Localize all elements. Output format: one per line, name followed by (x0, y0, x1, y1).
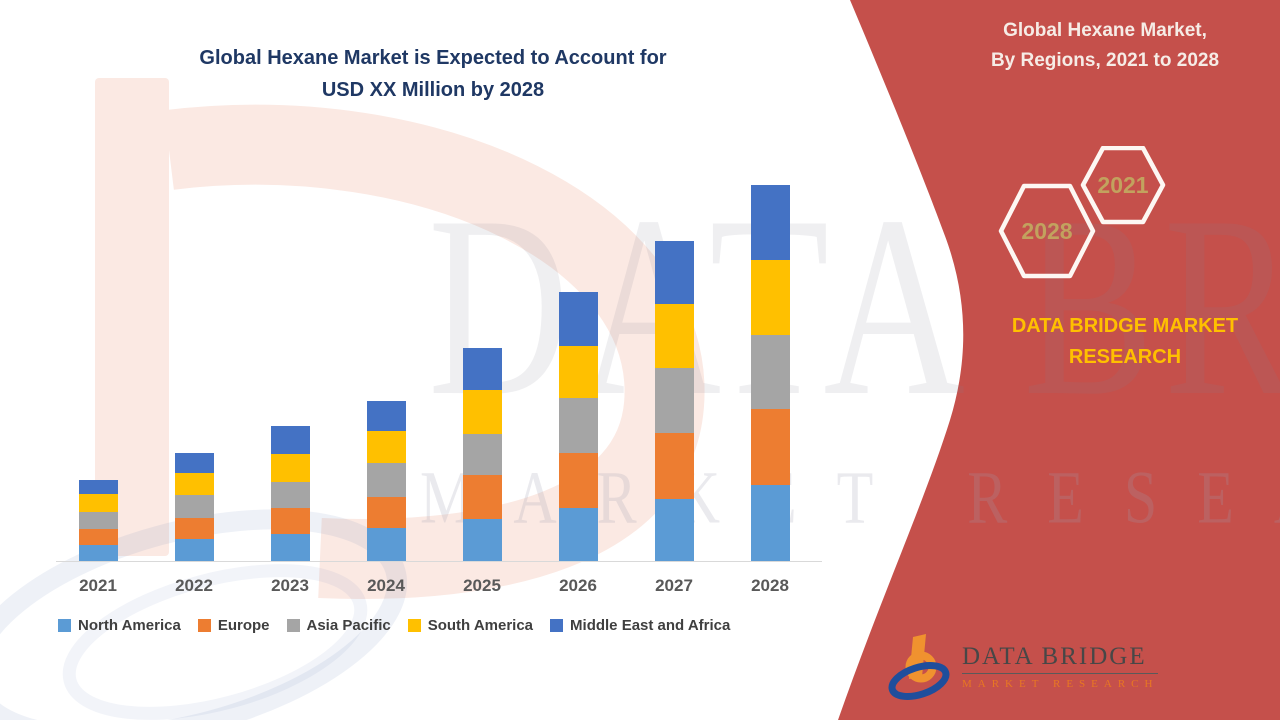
brand-text-line2: RESEARCH (1068, 346, 1182, 368)
stacked-bar-2028 (750, 185, 790, 561)
stacked-bar-2027 (654, 241, 694, 561)
stacked-bar-2021 (78, 480, 118, 561)
logo-subtitle: MARKET RESEARCH (962, 678, 1159, 690)
bar-segment-south-america (174, 473, 214, 495)
x-axis-label-2024: 2024 (367, 576, 405, 595)
logo-text: DATA BRIDGE MARKET RESEARCH (962, 643, 1159, 690)
bar-segment-middle-east-and-africa (558, 292, 598, 346)
bar-segment-europe (750, 409, 790, 485)
watermark-swoosh-outer (0, 509, 408, 720)
hexagon-2028-shape (998, 183, 1096, 279)
bar-segment-north-america (78, 545, 118, 561)
bar-segment-south-america (462, 390, 502, 434)
x-axis-label-2027: 2027 (655, 576, 693, 595)
x-axis-label-2028: 2028 (751, 576, 789, 595)
bar-segment-europe (270, 508, 310, 534)
data-bridge-logo-icon (888, 634, 950, 700)
legend-label: South America (427, 617, 534, 634)
legend-swatch-icon (286, 619, 300, 632)
stacked-bar-2024 (366, 401, 406, 561)
bar-segment-middle-east-and-africa (366, 401, 406, 431)
stacked-bar-2023 (270, 426, 310, 561)
bar-segment-europe (78, 529, 118, 545)
bar-segment-asia-pacific (174, 495, 214, 518)
panel-title-line1: Global Hexane Market, (1003, 20, 1207, 41)
year-hexagons: 2028 2021 (998, 146, 1166, 279)
bar-segment-europe (174, 518, 214, 539)
bar-segment-north-america (558, 508, 598, 561)
bar-segment-middle-east-and-africa (462, 348, 502, 390)
bar-segment-north-america (654, 499, 694, 561)
legend-swatch-icon (550, 619, 564, 632)
bar-segment-north-america (174, 539, 214, 561)
legend-label: Asia Pacific (306, 617, 391, 634)
bar-segment-europe (366, 497, 406, 528)
bar-segment-middle-east-and-africa (174, 453, 214, 473)
stacked-bar-2026 (558, 292, 598, 561)
chart-title-line1: Global Hexane Market is Expected to Acco… (199, 47, 667, 69)
bar-segment-south-america (366, 431, 406, 463)
legend-label: North America (78, 617, 181, 634)
panel-title: Global Hexane Market, By Regions, 2021 t… (940, 16, 1270, 76)
legend-swatch-icon (58, 619, 71, 632)
brand-logo: DATA BRIDGE MARKET RESEARCH (888, 633, 1159, 703)
bar-segment-middle-east-and-africa (270, 426, 310, 454)
chart-legend: North America Europe Asia Pacific South Ame… (58, 617, 730, 634)
hexagon-2021-shape (1080, 146, 1166, 225)
hexagon-2021-label: 2021 (1097, 172, 1148, 198)
bar-segment-north-america (366, 528, 406, 561)
stacked-bar-2022 (174, 453, 214, 561)
bar-segment-south-america (270, 454, 310, 482)
x-axis-label-2026: 2026 (559, 576, 597, 595)
bar-segment-middle-east-and-africa (78, 480, 118, 494)
plot-area: 2021 2022 2023 2024 2025 2026 2027 2028 (78, 185, 790, 595)
x-axis-line (56, 561, 822, 562)
bar-segment-south-america (558, 346, 598, 398)
bar-segment-asia-pacific (750, 335, 790, 409)
bar-segment-south-america (750, 260, 790, 335)
bar-segment-north-america (270, 534, 310, 561)
panel-title-line2: By Regions, 2021 to 2028 (990, 50, 1220, 71)
chart-title-line2: USD XX Million by 2028 (321, 79, 545, 101)
hexagon-2028-label: 2028 (1021, 218, 1072, 244)
bar-segment-asia-pacific (270, 482, 310, 508)
legend-item-middle-east-and-africa: Middle East and Africa (550, 617, 730, 634)
bar-segment-north-america (750, 485, 790, 561)
chart-title: Global Hexane Market is Expected to Acco… (80, 42, 786, 106)
logo-name: DATA BRIDGE (962, 643, 1159, 674)
legend-item-asia-pacific: Asia Pacific (286, 617, 391, 634)
bar-segment-asia-pacific (78, 512, 118, 529)
bar-segment-europe (462, 475, 502, 519)
bar-segment-asia-pacific (654, 368, 694, 433)
legend-swatch-icon (407, 619, 421, 632)
bar-segment-europe (654, 433, 694, 499)
x-axis-label-2022: 2022 (175, 576, 213, 595)
bar-segment-middle-east-and-africa (750, 185, 790, 260)
bar-segment-asia-pacific (366, 463, 406, 497)
x-axis-label-2021: 2021 (79, 576, 117, 595)
legend-item-north-america: North America (58, 617, 181, 634)
red-panel-shape (838, 0, 1280, 720)
legend-label: Middle East and Africa (570, 617, 731, 634)
brand-text: DATA BRIDGE MARKET RESEARCH (960, 311, 1280, 373)
legend-item-europe: Europe (197, 617, 270, 634)
x-axis-label-2025: 2025 (463, 576, 501, 595)
bar-segment-south-america (654, 304, 694, 368)
legend-label: Europe (217, 617, 270, 634)
brand-text-line1: DATA BRIDGE MARKET (1011, 315, 1239, 337)
bar-segment-north-america (462, 519, 502, 561)
stacked-bar-2025 (462, 348, 502, 561)
bar-segment-asia-pacific (558, 398, 598, 453)
bar-segment-asia-pacific (462, 434, 502, 475)
legend-item-south-america: South America (407, 617, 534, 634)
bar-segment-middle-east-and-africa (654, 241, 694, 304)
bar-segment-south-america (78, 494, 118, 512)
bar-segment-europe (558, 453, 598, 508)
logo-swoosh (888, 662, 950, 700)
x-axis-label-2023: 2023 (271, 576, 309, 595)
watermark-swoosh-inner (62, 564, 368, 720)
legend-swatch-icon (197, 619, 211, 632)
watermark-b-stem (95, 78, 169, 556)
